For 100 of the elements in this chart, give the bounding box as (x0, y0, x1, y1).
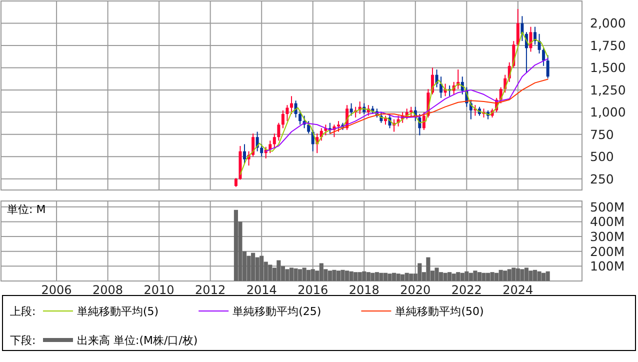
y-tick-label: 250 (590, 171, 614, 186)
bar (370, 272, 375, 281)
candlestick (243, 144, 246, 164)
bar (537, 271, 542, 281)
x-tick-label: 2018 (348, 283, 380, 297)
bar (383, 272, 388, 281)
x-tick-label: 2014 (246, 283, 277, 297)
bar (532, 270, 538, 281)
bar (473, 270, 478, 281)
bar (486, 272, 490, 281)
candlestick (307, 120, 310, 134)
bar (456, 272, 460, 281)
y-tick-label: 300M (590, 229, 625, 244)
candlestick (546, 54, 550, 79)
legend-title: 上段: (10, 305, 36, 318)
candlestick (336, 120, 340, 132)
candlestick (290, 96, 293, 114)
bar (358, 272, 362, 281)
bar (468, 272, 473, 281)
y-tick-label: 100M (590, 258, 625, 274)
bar (328, 270, 332, 281)
candlestick (440, 76, 443, 98)
bar (460, 272, 464, 281)
bar (276, 260, 281, 281)
bar (482, 272, 486, 281)
legend-title: 下段: (10, 334, 36, 347)
line-series (329, 78, 548, 134)
y-tick-label: 1,500 (590, 60, 626, 76)
bar (336, 270, 341, 281)
candlestick (520, 16, 524, 42)
bar (319, 263, 324, 281)
bar (443, 272, 448, 281)
bar (490, 272, 494, 281)
bar (448, 272, 452, 281)
bar (379, 272, 384, 281)
x-tick-label: 2020 (400, 283, 431, 297)
x-tick-label: 2010 (144, 283, 174, 297)
bar (498, 270, 503, 281)
bar (404, 272, 409, 281)
bar (302, 268, 306, 281)
bar (388, 274, 392, 281)
x-tick-label: 2016 (298, 283, 328, 297)
candlestick (529, 26, 532, 52)
x-tick-label: 2024 (502, 283, 534, 297)
y-tick-label: 500 (590, 149, 614, 164)
bar (246, 256, 251, 281)
bar (528, 270, 533, 281)
legend-label: 単純移動平均(25) (232, 305, 322, 318)
bar (434, 268, 439, 281)
bar (546, 271, 550, 281)
annotation: 単位: M (7, 203, 46, 216)
bar (464, 271, 469, 281)
candlestick (516, 8, 520, 47)
bar (516, 268, 520, 281)
bar (400, 274, 405, 281)
x-tick-label: 2008 (92, 283, 124, 297)
x-tick-label: 2006 (41, 283, 72, 297)
bar (426, 257, 430, 281)
candlestick (422, 112, 426, 130)
y-tick-label: 1,250 (590, 82, 626, 98)
legend-label: 出来高 単位:(M株/口/枚) (77, 334, 198, 347)
bar (542, 272, 546, 281)
candlestick (260, 144, 264, 158)
candlestick (350, 102, 353, 116)
legend-label: 単純移動平均(50) (395, 305, 484, 318)
bar (255, 257, 260, 281)
candlestick (252, 133, 255, 158)
candlestick (538, 33, 541, 54)
legend-label: 単純移動平均(5) (77, 305, 159, 318)
candlestick (542, 48, 546, 66)
y-tick-label: 200M (590, 244, 625, 259)
y-tick-label: 1,000 (590, 104, 626, 120)
bar (289, 268, 294, 281)
bar (362, 271, 366, 281)
y-tick-label: 2,000 (590, 16, 626, 31)
bar (507, 269, 512, 281)
bar (396, 274, 400, 281)
x-tick-label: 2022 (451, 283, 482, 297)
bar (294, 268, 298, 281)
bar (409, 274, 414, 281)
bar (349, 271, 354, 281)
bar (268, 264, 272, 281)
bar (503, 270, 508, 281)
candlestick (286, 104, 289, 122)
line-series (265, 58, 548, 152)
candlestick (277, 122, 280, 142)
bar (520, 269, 524, 281)
x-tick-label: 2012 (195, 283, 226, 297)
bar (340, 270, 345, 281)
bar (310, 269, 315, 281)
bar (354, 272, 358, 281)
bar (366, 272, 370, 281)
candlestick (268, 140, 272, 154)
bar (260, 256, 264, 281)
candlestick (298, 110, 302, 126)
bar (251, 252, 256, 281)
bar (285, 269, 290, 281)
bar (512, 268, 516, 281)
bar (418, 263, 422, 281)
candlestick (272, 133, 276, 148)
